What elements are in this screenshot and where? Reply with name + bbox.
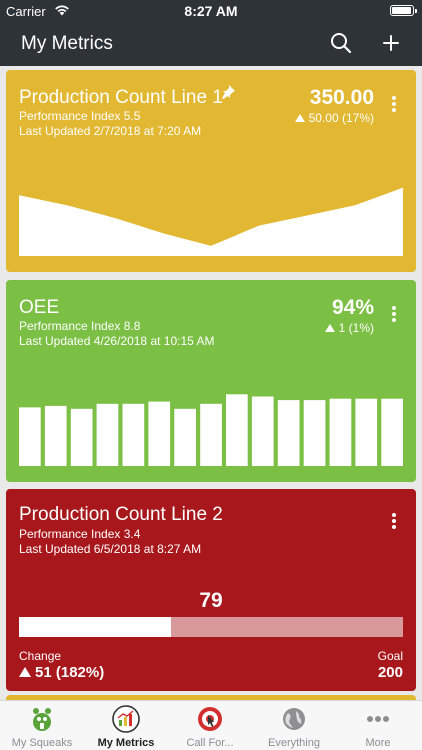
- more-icon: [367, 716, 389, 722]
- more-options-icon[interactable]: [390, 96, 398, 114]
- plus-icon[interactable]: [379, 31, 403, 55]
- bar: [226, 394, 248, 466]
- change-label: Change: [19, 649, 62, 663]
- metric-value: 94%: [331, 296, 374, 319]
- progress-bar: [19, 617, 403, 637]
- change-value: 51 (182%): [19, 664, 104, 681]
- tab-my-metrics[interactable]: My Metrics: [84, 701, 168, 750]
- bar: [19, 407, 41, 466]
- metric-change: 1 (1%): [324, 321, 374, 335]
- tab-label: My Squeaks: [11, 737, 73, 749]
- next-card-edge: [6, 695, 416, 701]
- squeaks-icon: [33, 708, 51, 731]
- last-updated: Last Updated 2/7/2018 at 7:20 AM: [19, 124, 202, 138]
- tab-label: Everything: [268, 737, 320, 749]
- clock: 8:27 AM: [184, 3, 238, 19]
- goal-value: 200: [377, 664, 403, 681]
- bar: [70, 408, 93, 466]
- metric-title: Production Count Line 2: [19, 504, 223, 525]
- area-chart: [19, 187, 403, 256]
- bar: [303, 400, 326, 466]
- wifi-icon: [55, 5, 69, 16]
- up-arrow-icon: [294, 114, 305, 122]
- bar: [329, 398, 352, 466]
- performance-index: Performance Index 8.8: [19, 319, 141, 333]
- progress-fill: [19, 617, 171, 637]
- more-options-icon[interactable]: [390, 306, 398, 324]
- area-series: [19, 187, 403, 256]
- up-arrow-icon: [19, 667, 31, 677]
- status-bar: Carrier 8:27 AM: [0, 0, 422, 22]
- bar: [148, 401, 171, 466]
- tab-more[interactable]: More: [336, 701, 420, 750]
- tab-my-squeaks[interactable]: My Squeaks: [0, 701, 84, 750]
- metric-card-production-line-1[interactable]: Production Count Line 1 Performance Inde…: [6, 70, 416, 272]
- goal-label: Goal: [377, 649, 403, 663]
- tab-call-for[interactable]: Call For...: [168, 701, 252, 750]
- tab-label: Call For...: [186, 737, 234, 749]
- tab-everything[interactable]: Everything: [252, 701, 336, 750]
- performance-index: Performance Index 3.4: [19, 527, 141, 541]
- call-for-icon: [198, 707, 222, 731]
- up-arrow-icon: [324, 324, 335, 332]
- metric-card-oee[interactable]: OEE Performance Index 8.8 Last Updated 4…: [6, 280, 416, 482]
- navigation-bar: My Metrics: [0, 22, 422, 66]
- bar: [122, 403, 145, 466]
- performance-index: Performance Index 5.5: [19, 109, 141, 123]
- progress-value: 79: [199, 589, 223, 612]
- globe-icon: [283, 708, 305, 730]
- pin-icon[interactable]: [220, 84, 236, 100]
- metric-title: OEE: [19, 297, 60, 318]
- bar: [251, 396, 274, 466]
- tab-bar: My Squeaks My Metrics Call For... Everyt…: [0, 700, 422, 750]
- bar: [96, 403, 119, 466]
- metrics-icon: [112, 705, 140, 733]
- page-title: My Metrics: [21, 33, 113, 54]
- metric-card-production-line-2[interactable]: Production Count Line 2 Performance Inde…: [6, 489, 416, 691]
- bar: [200, 403, 222, 466]
- metric-change: 50.00 (17%): [294, 111, 374, 125]
- metric-title: Production Count Line 1: [19, 87, 223, 108]
- carrier-label: Carrier: [6, 4, 46, 19]
- bar: [44, 405, 67, 466]
- more-options-icon[interactable]: [390, 513, 398, 531]
- tab-label: More: [365, 737, 391, 749]
- bar: [174, 408, 196, 466]
- last-updated: Last Updated 6/5/2018 at 8:27 AM: [19, 542, 202, 556]
- bar: [355, 398, 378, 466]
- battery-icon: [390, 5, 417, 16]
- metric-value: 350.00: [309, 86, 374, 109]
- search-icon[interactable]: [329, 31, 353, 55]
- bar: [381, 398, 403, 466]
- tab-label: My Metrics: [97, 737, 155, 749]
- bar: [277, 400, 300, 466]
- last-updated: Last Updated 4/26/2018 at 10:15 AM: [19, 334, 215, 348]
- bar-chart: [19, 394, 403, 466]
